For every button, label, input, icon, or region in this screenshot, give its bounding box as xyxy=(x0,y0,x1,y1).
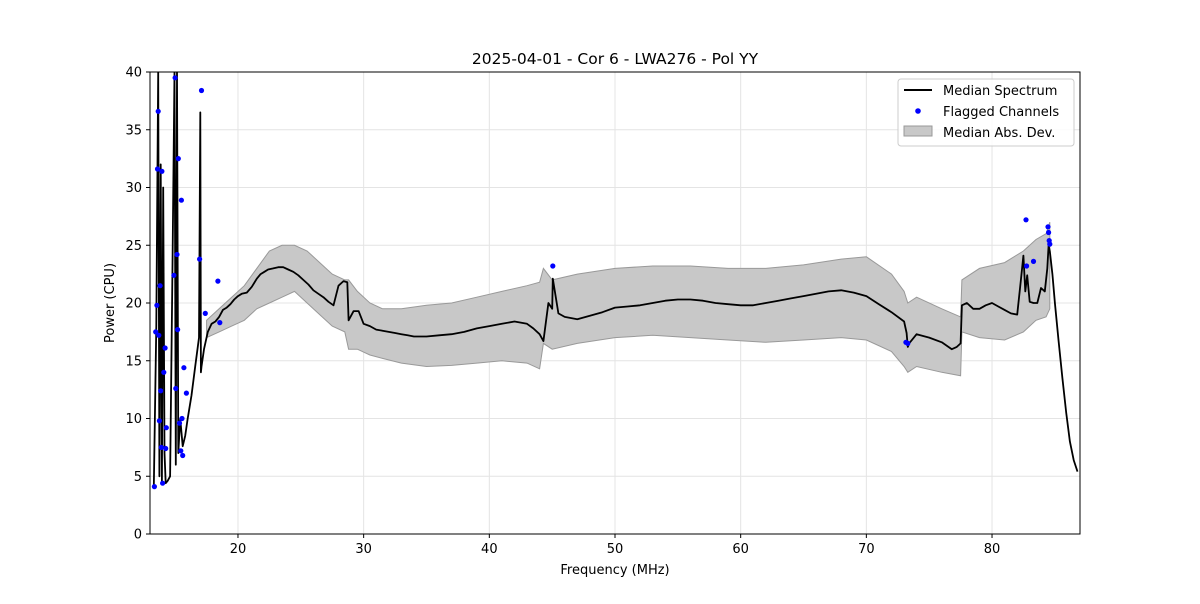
chart-title: 2025-04-01 - Cor 6 - LWA276 - Pol YY xyxy=(472,50,759,68)
flagged-channel-point xyxy=(158,388,164,394)
x-tick-label: 70 xyxy=(858,542,875,557)
y-axis-ticks: 0 5 10 15 20 25 30 35 40 xyxy=(125,66,150,543)
flagged-channel-point xyxy=(173,385,179,392)
flagged-channel-point xyxy=(163,425,169,431)
flagged-channel-point xyxy=(215,278,221,284)
flagged-channel-point xyxy=(171,272,177,278)
flagged-channel-point xyxy=(161,369,167,375)
x-axis-ticks: 20 30 40 50 60 70 80 xyxy=(230,534,1001,557)
y-tick-label: 10 xyxy=(125,412,142,427)
flagged-channel-point xyxy=(179,415,185,422)
legend-box xyxy=(897,78,1075,147)
flagged-channel-point xyxy=(198,87,205,94)
flagged-channel-point xyxy=(1023,217,1029,223)
flagged-channel-point xyxy=(155,108,161,114)
flagged-channel-point xyxy=(174,251,180,258)
x-tick-label: 30 xyxy=(355,542,372,557)
median-spectrum-line xyxy=(152,72,1079,488)
flagged-channel-point xyxy=(162,345,168,351)
flagged-channel-point xyxy=(156,332,162,338)
flagged-channel-point xyxy=(175,156,181,162)
y-tick-label: 40 xyxy=(125,66,142,81)
flagged-channel-point xyxy=(197,256,203,262)
flagged-channel-point xyxy=(158,444,164,450)
flagged-channel-point xyxy=(181,365,187,371)
legend-band-swatch xyxy=(903,125,933,137)
x-tick-label: 80 xyxy=(984,542,1001,557)
y-tick-label: 30 xyxy=(125,181,142,196)
flagged-channel-point xyxy=(159,168,165,174)
flagged-channel-point xyxy=(175,327,181,333)
flagged-channel-point xyxy=(178,197,184,203)
flagged-channel-point xyxy=(1047,241,1053,247)
legend-point-swatch xyxy=(915,108,921,114)
y-tick-label: 35 xyxy=(125,123,142,138)
flagged-channel-point xyxy=(202,310,208,316)
flagged-channel-point xyxy=(151,484,157,490)
legend-label-mad: Median Abs. Dev. xyxy=(943,126,1055,141)
y-tick-label: 15 xyxy=(125,354,142,369)
legend-label-flagged-channels: Flagged Channels xyxy=(943,105,1059,120)
flagged-channel-point xyxy=(157,283,163,289)
median-line-layer xyxy=(152,72,1079,488)
y-tick-label: 5 xyxy=(134,470,142,485)
flagged-channel-point xyxy=(1030,258,1037,264)
flagged-channel-point xyxy=(178,448,184,454)
y-tick-label: 0 xyxy=(134,528,142,543)
flagged-channel-point xyxy=(176,420,183,426)
flagged-channel-point xyxy=(154,166,161,172)
flagged-channel-point xyxy=(1024,263,1030,269)
flagged-channel-point xyxy=(153,329,159,335)
flagged-channel-point xyxy=(172,75,178,81)
legend: Median Spectrum Flagged Channels Median … xyxy=(897,78,1075,147)
x-tick-label: 60 xyxy=(732,542,749,557)
x-tick-label: 50 xyxy=(607,542,624,557)
x-axis-label: Frequency (MHz) xyxy=(560,563,669,578)
flagged-channel-point xyxy=(154,302,160,308)
flagged-channel-point xyxy=(156,418,162,424)
x-tick-label: 20 xyxy=(230,542,247,557)
flagged-channel-point xyxy=(160,480,166,486)
flagged-channel-point xyxy=(180,452,186,459)
flagged-channel-point xyxy=(1046,229,1052,236)
flagged-channel-point xyxy=(905,340,911,346)
flagged-channel-point xyxy=(1045,224,1051,230)
y-tick-label: 25 xyxy=(125,239,142,254)
legend-label-median-spectrum: Median Spectrum xyxy=(943,84,1057,99)
flagged-channel-point xyxy=(183,390,189,396)
flagged-channel-point xyxy=(550,263,556,269)
flagged-channel-point xyxy=(163,445,169,452)
x-tick-label: 40 xyxy=(481,542,498,557)
flagged-points-layer xyxy=(151,75,1053,490)
y-tick-label: 20 xyxy=(125,297,142,312)
y-axis-label: Power (CPU) xyxy=(103,263,118,343)
flagged-channel-point xyxy=(217,320,223,326)
